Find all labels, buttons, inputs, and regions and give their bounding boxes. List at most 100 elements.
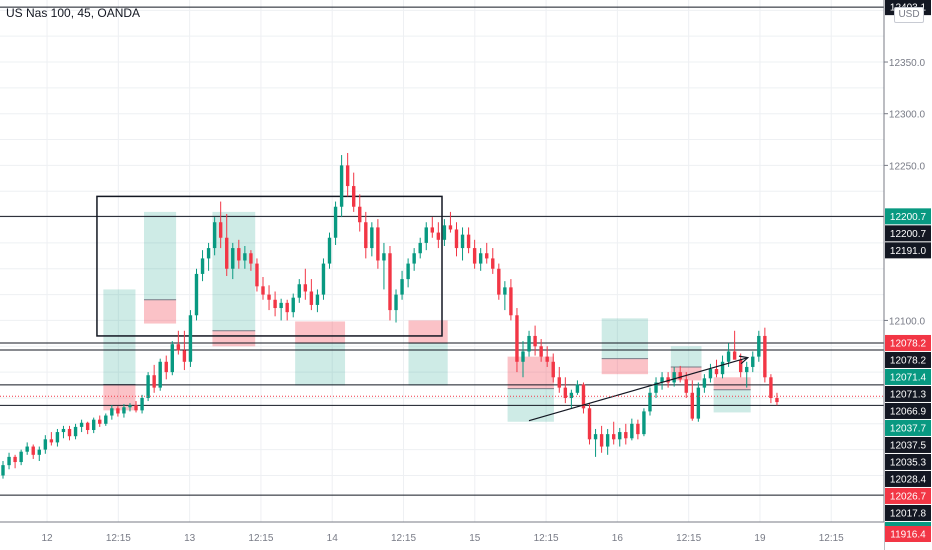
- price-axis-ticks: 12350.0 12300.0 12250.0 12100.0: [884, 58, 926, 327]
- candle-body: [515, 315, 519, 362]
- x-tick-label: 12:15: [106, 533, 131, 544]
- candle: [182, 330, 187, 371]
- candle: [751, 351, 755, 373]
- candle-body: [738, 359, 743, 373]
- candle-body: [460, 234, 465, 249]
- candle: [611, 421, 616, 445]
- candle-body: [412, 253, 416, 264]
- candle: [91, 417, 96, 434]
- stop-zone: [507, 356, 554, 389]
- price-label-bg: [885, 385, 931, 402]
- price-label-bg: [885, 225, 931, 242]
- candle-body: [7, 456, 11, 466]
- x-tick-label: 12:15: [534, 533, 559, 544]
- candle: [351, 172, 356, 212]
- candle-body: [660, 377, 664, 383]
- stop-zone: [144, 299, 177, 324]
- candle-body: [61, 428, 66, 433]
- candle: [672, 366, 676, 387]
- x-tick-label: 12:15: [391, 533, 416, 544]
- price-label-bg: [885, 526, 931, 542]
- candle: [630, 418, 634, 441]
- symbol-title: US Nas 100, 45, OANDA: [6, 6, 141, 20]
- candle-body: [636, 423, 640, 435]
- currency-button[interactable]: USD: [894, 7, 924, 23]
- candle-body: [67, 428, 72, 437]
- candle: [376, 219, 380, 269]
- candle: [110, 405, 114, 420]
- candle-body: [122, 407, 126, 414]
- candle-body: [206, 248, 211, 259]
- x-tick-label: 16: [612, 533, 624, 544]
- candle-body: [255, 263, 259, 287]
- candle-body: [424, 227, 428, 243]
- candle-body: [19, 451, 23, 463]
- candle: [128, 403, 132, 412]
- price-label-bg: [885, 402, 931, 419]
- candle-body: [249, 253, 253, 264]
- candle: [7, 452, 11, 470]
- candle-body: [231, 248, 235, 269]
- price-label: 12071.4: [890, 372, 927, 383]
- x-tick-label: 12:15: [248, 533, 273, 544]
- candle-body: [732, 351, 737, 360]
- candle: [491, 248, 495, 274]
- stop-zone: [212, 330, 256, 347]
- candle-body: [485, 253, 489, 259]
- candle: [297, 279, 301, 303]
- price-label-bg: [885, 436, 931, 453]
- x-tick-label: 19: [754, 533, 766, 544]
- x-tick-label: 15: [469, 533, 481, 544]
- candle: [678, 365, 682, 383]
- target-zone: [212, 211, 256, 331]
- candle-body: [581, 384, 586, 409]
- candle: [237, 239, 241, 269]
- candle: [654, 377, 658, 398]
- candle-body: [358, 206, 362, 223]
- candle-body: [448, 225, 453, 230]
- time-axis[interactable]: [0, 521, 884, 550]
- candle-body: [370, 227, 374, 249]
- candle-body: [31, 446, 35, 455]
- candle: [624, 423, 628, 445]
- price-label-bg: [885, 453, 931, 470]
- candle: [382, 242, 386, 290]
- candle-body: [563, 387, 568, 398]
- price-label: 12037.7: [890, 423, 927, 434]
- candle: [61, 425, 66, 439]
- candle-body: [73, 426, 78, 437]
- candle: [98, 415, 102, 427]
- candle: [436, 222, 441, 249]
- candle: [279, 298, 283, 321]
- candle: [769, 374, 773, 404]
- candle: [539, 339, 543, 362]
- candle: [309, 279, 314, 311]
- price-label-bg: [885, 487, 931, 504]
- candle: [636, 419, 640, 440]
- trend-line: [528, 357, 749, 422]
- candle: [43, 435, 48, 454]
- candle-body: [394, 294, 398, 311]
- candle: [176, 330, 181, 355]
- candle-body: [104, 415, 108, 424]
- candle: [460, 227, 465, 261]
- candle: [599, 425, 604, 453]
- candle-body: [478, 253, 483, 264]
- candle: [370, 222, 374, 257]
- candle-body: [769, 377, 773, 398]
- target-zone: [713, 389, 751, 413]
- candle: [339, 155, 344, 218]
- price-label: 12078.2: [890, 355, 927, 366]
- price-label-bg: [885, 351, 931, 368]
- candle-body: [267, 294, 271, 300]
- candle: [563, 377, 568, 404]
- candle-body: [587, 408, 592, 440]
- candle-body: [376, 227, 380, 261]
- candle-body: [696, 387, 701, 419]
- candle: [442, 219, 447, 247]
- candle-body: [624, 432, 628, 439]
- candle: [267, 285, 271, 311]
- candle: [394, 289, 398, 323]
- candle: [79, 419, 84, 433]
